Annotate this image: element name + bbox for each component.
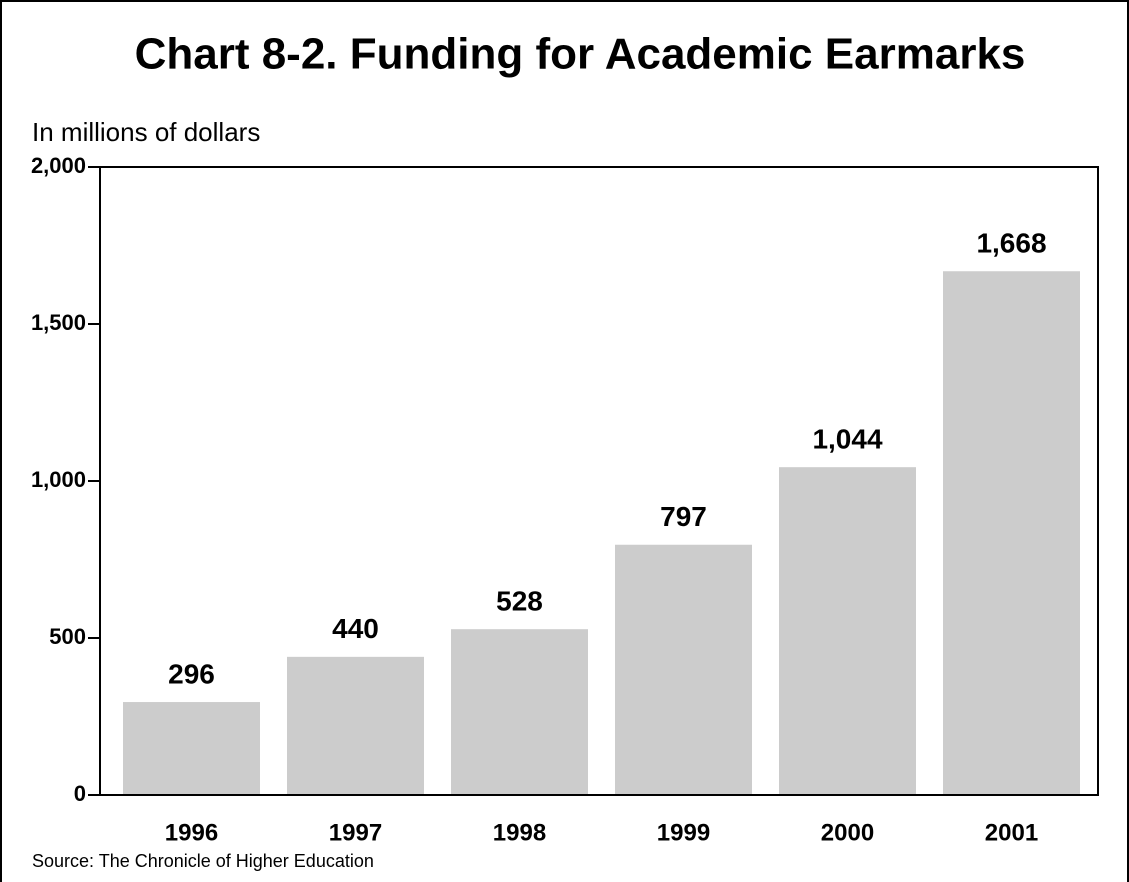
value-label: 440: [332, 613, 379, 644]
value-label: 1,668: [976, 228, 1046, 259]
x-tick-label: 2001: [985, 819, 1038, 846]
x-tick-label: 1999: [657, 819, 710, 846]
x-tick-label: 1998: [493, 819, 546, 846]
y-tick-label: 1,500: [31, 310, 86, 335]
value-label: 296: [168, 658, 215, 689]
value-label: 797: [660, 501, 707, 532]
x-tick-label: 1996: [165, 819, 218, 846]
bar: [779, 467, 916, 795]
x-tick-label: 2000: [821, 819, 874, 846]
y-tick-label: 1,000: [31, 467, 86, 492]
source: Source: The Chronicle of Higher Educatio…: [32, 851, 374, 871]
y-tick-label: 0: [74, 781, 86, 806]
bar: [287, 656, 424, 795]
plot-frame: [99, 166, 1099, 796]
bar: [943, 271, 1080, 795]
x-tick-label: 1997: [329, 819, 382, 846]
value-label: 1,044: [812, 424, 882, 455]
bar: [123, 702, 260, 795]
value-label: 528: [496, 586, 543, 617]
chart-title: Chart 8-2. Funding for Academic Earmarks: [135, 30, 1026, 79]
y-tick-label: 500: [49, 624, 86, 649]
bar: [615, 544, 752, 795]
y-axis-label: In millions of dollars: [32, 117, 260, 147]
y-tick-label: 2,000: [31, 153, 86, 178]
bar: [451, 629, 588, 795]
